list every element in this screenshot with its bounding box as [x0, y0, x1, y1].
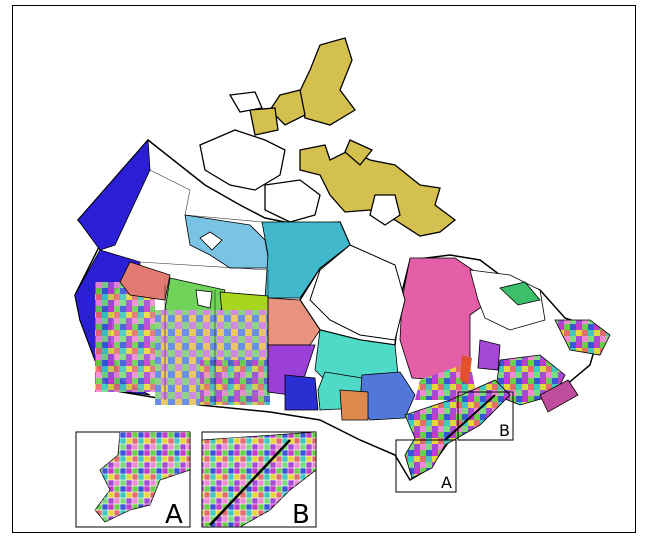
region-bc-mosaic: [95, 282, 155, 392]
inset-a-label: A: [165, 500, 183, 530]
map-frame: [12, 5, 636, 533]
arctic-white-islands: [199, 91, 401, 226]
inset-b-label: B: [292, 500, 310, 530]
inset-a: A: [75, 431, 191, 530]
callout-a-label: A: [441, 473, 452, 492]
region-nunavut-hudson: [261, 221, 351, 299]
callout-b-label: B: [499, 421, 510, 440]
callout-b-box: [457, 391, 514, 441]
arctic-islands: [249, 37, 457, 237]
region-alberta-north: [119, 261, 171, 301]
inset-b: B: [201, 431, 317, 530]
region-manitoba: [267, 297, 321, 346]
region-bc-north: [77, 139, 151, 251]
region-newfoundland: [554, 319, 611, 356]
callout-a-box: [395, 439, 457, 493]
region-nova-scotia: [539, 379, 579, 413]
region-nunavut-sw: [184, 214, 271, 269]
